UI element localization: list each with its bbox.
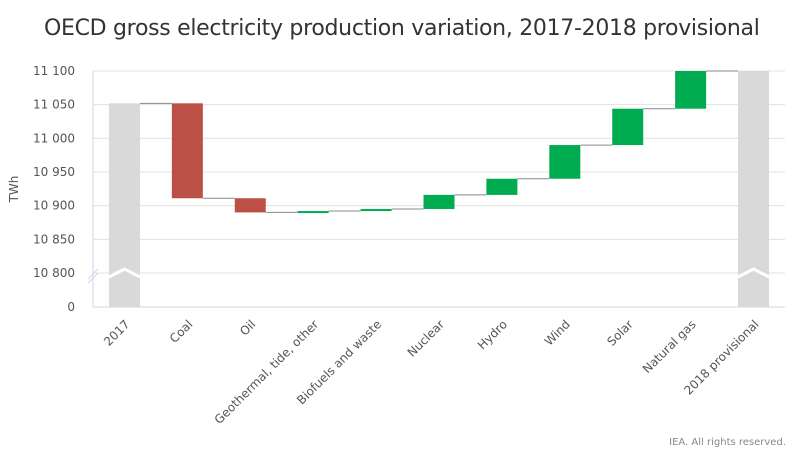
bar-2018-provisional [738,71,770,307]
x-tick-label: 2017 [101,317,132,348]
bar-natural-gas [675,71,707,109]
x-tick-label: Oil [237,317,258,338]
x-tick-label: Hydro [475,317,510,352]
bar-wind [549,145,581,179]
y-tick-label: 11 100 [33,64,75,78]
y-tick-label: 11 050 [33,98,75,112]
bar-coal [171,103,203,199]
bar-biofuels-and-waste [360,209,392,212]
x-tick-label: Geothermal, tide, other [212,317,322,427]
y-tick-label: 10 850 [33,232,75,246]
credit-text: IEA. All rights reserved. [669,437,786,448]
y-tick-label: 10 800 [33,266,75,280]
bar-nuclear [423,194,455,210]
y-axis-title: TWh [7,176,21,204]
x-tick-label: Natural gas [640,317,699,376]
y-tick-label: 10 900 [33,199,75,213]
bar-geothermal-tide-other [297,211,329,214]
x-tick-label: Solar [604,317,636,349]
y-tick-label: 11 000 [33,131,75,145]
x-tick-label: Wind [542,317,573,348]
x-tick-label: Nuclear [405,317,448,360]
bar-oil [234,198,266,213]
bar-hydro [486,178,518,195]
chart-title: OECD gross electricity production variat… [44,16,760,41]
x-tick-label: Coal [167,317,196,346]
y-tick-label: 10 950 [33,165,75,179]
axis-break-mark [87,268,99,284]
bar-2017 [108,103,140,307]
bar-break-mark [108,267,141,279]
bar-break-mark [737,267,770,279]
y-tick-label: 0 [67,300,75,314]
bar-solar [612,108,644,146]
